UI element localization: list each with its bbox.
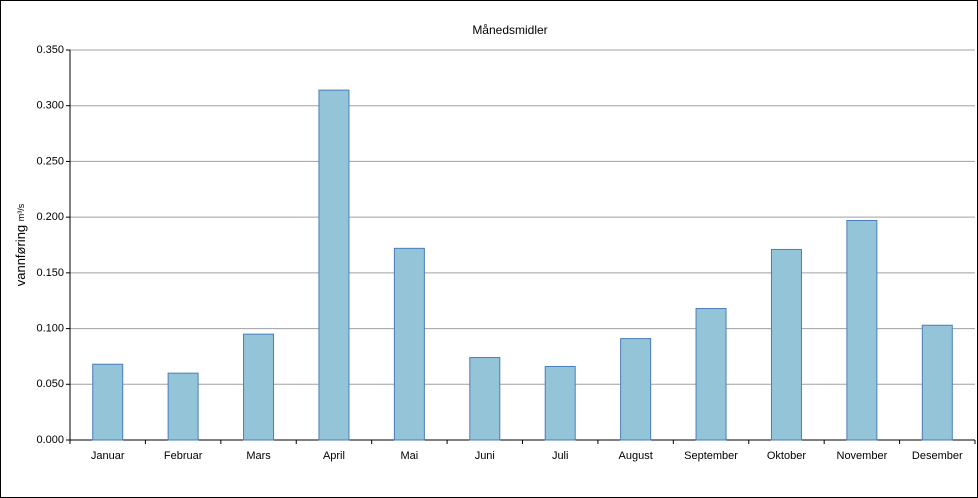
bar — [544, 365, 576, 441]
x-tick-label: September — [684, 450, 738, 462]
y-tick-label: 0.200 — [36, 211, 64, 223]
y-tick-label: 0.300 — [36, 100, 64, 112]
bar — [770, 248, 802, 441]
bar — [469, 357, 501, 441]
bar — [243, 333, 275, 441]
chart-title: Månedsmidler — [472, 23, 547, 37]
x-tick-label: November — [837, 450, 888, 462]
y-tick-label: 0.000 — [36, 434, 64, 446]
bar — [846, 219, 878, 441]
x-tick-label: Mai — [401, 450, 419, 462]
x-tick-label: August — [619, 450, 653, 462]
x-tick-label: April — [323, 450, 345, 462]
bar — [921, 324, 953, 441]
x-tick-label: Oktober — [767, 450, 806, 462]
x-tick-label: Desember — [912, 450, 963, 462]
y-unit: m³/s — [16, 203, 26, 221]
x-tick-label: Juli — [552, 450, 569, 462]
y-tick-label: 0.100 — [36, 322, 64, 334]
bar — [92, 363, 124, 441]
bar — [167, 372, 199, 441]
x-tick-label: Juni — [475, 450, 495, 462]
x-tick-label: Februar — [164, 450, 203, 462]
y-tick-label: 0.050 — [36, 378, 64, 390]
y-tick-label: 0.250 — [36, 155, 64, 167]
bar — [695, 308, 727, 441]
y-axis-label: vannføring m³/s — [13, 203, 28, 286]
bar — [318, 89, 350, 441]
y-tick-label: 0.350 — [36, 44, 64, 56]
y-label-text: vannføring — [13, 225, 28, 286]
x-tick-label: Januar — [91, 450, 125, 462]
y-tick-label: 0.150 — [36, 267, 64, 279]
bar — [393, 247, 425, 441]
x-tick-label: Mars — [246, 450, 271, 462]
bar — [620, 338, 652, 441]
